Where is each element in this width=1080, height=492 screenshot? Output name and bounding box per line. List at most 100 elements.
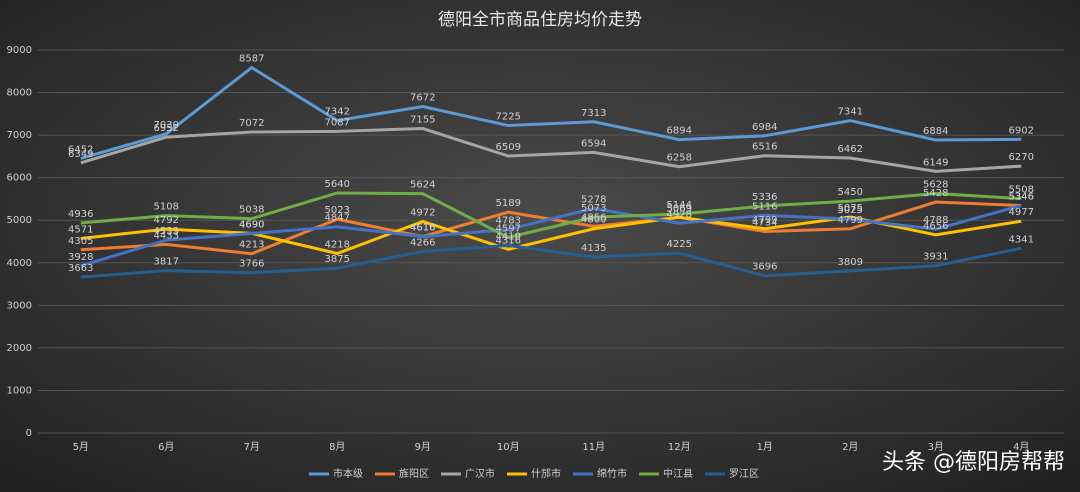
y-tick-label: 5000 bbox=[7, 215, 32, 226]
legend-label: 什邡市 bbox=[531, 467, 561, 480]
legend-label: 绵竹市 bbox=[597, 467, 627, 480]
data-label: 7342 bbox=[325, 107, 350, 118]
data-label: 6270 bbox=[1009, 152, 1034, 163]
y-tick-label: 2000 bbox=[7, 343, 32, 354]
y-tick-label: 9000 bbox=[7, 45, 32, 56]
x-tick-label: 6月 bbox=[158, 441, 174, 453]
y-tick-label: 4000 bbox=[7, 258, 32, 269]
series-line bbox=[80, 65, 1022, 160]
legend-label: 市本级 bbox=[333, 467, 363, 480]
data-label: 5624 bbox=[410, 180, 435, 191]
data-label: 5640 bbox=[325, 179, 350, 190]
data-label: 5346 bbox=[1009, 191, 1034, 202]
data-label: 6594 bbox=[581, 138, 606, 149]
data-label: 6984 bbox=[752, 122, 777, 133]
data-label: 4213 bbox=[239, 240, 264, 251]
data-label: 4977 bbox=[1009, 207, 1034, 218]
y-tick-label: 3000 bbox=[7, 300, 32, 311]
data-label: 6462 bbox=[838, 144, 863, 155]
data-label: 5073 bbox=[581, 203, 606, 214]
data-label: 4266 bbox=[410, 237, 435, 248]
data-label: 4792 bbox=[154, 215, 179, 226]
data-label: 3931 bbox=[923, 252, 948, 263]
data-label: 5346 bbox=[1009, 191, 1034, 202]
data-label: 4305 bbox=[68, 236, 93, 247]
x-tick-label: 11月 bbox=[582, 441, 605, 453]
data-label: 6258 bbox=[667, 153, 692, 164]
data-label: 3817 bbox=[154, 257, 179, 268]
data-label: 6516 bbox=[752, 142, 777, 153]
data-label: 6349 bbox=[68, 149, 93, 160]
data-label: 7341 bbox=[838, 107, 863, 118]
data-label: 6894 bbox=[667, 126, 692, 137]
data-label: 5069 bbox=[667, 203, 692, 214]
data-label: 4533 bbox=[154, 226, 179, 237]
data-label: 6952 bbox=[154, 123, 179, 134]
data-label: 4571 bbox=[68, 224, 93, 235]
data-label: 4225 bbox=[667, 239, 692, 250]
data-label: 4788 bbox=[923, 215, 948, 226]
legend-label: 旌阳区 bbox=[399, 467, 429, 480]
data-label: 3663 bbox=[68, 263, 93, 274]
data-label: 5075 bbox=[838, 203, 863, 214]
data-label: 7087 bbox=[325, 117, 350, 128]
y-tick-label: 6000 bbox=[7, 173, 32, 184]
data-label: 5278 bbox=[581, 194, 606, 205]
data-label: 3928 bbox=[68, 252, 93, 263]
data-label: 4972 bbox=[410, 207, 435, 218]
data-label: 5023 bbox=[325, 205, 350, 216]
data-label: 6902 bbox=[1009, 125, 1034, 136]
data-label: 8587 bbox=[239, 54, 264, 65]
data-label: 5450 bbox=[838, 187, 863, 198]
legend-label: 广汉市 bbox=[465, 467, 495, 480]
data-label: 5116 bbox=[752, 201, 777, 212]
data-label: 4410 bbox=[496, 231, 521, 242]
data-label: 4656 bbox=[923, 221, 948, 232]
data-label: 4316 bbox=[496, 235, 521, 246]
series-line bbox=[80, 243, 1022, 279]
x-tick-label: 4月 bbox=[1013, 441, 1029, 453]
data-label: 5189 bbox=[496, 198, 521, 209]
chart-title: 德阳全市商品住房均价走势 bbox=[438, 10, 642, 30]
data-label: 4341 bbox=[1009, 234, 1034, 245]
data-label: 4800 bbox=[581, 215, 606, 226]
data-label: 5508 bbox=[1009, 185, 1034, 196]
y-tick-label: 1000 bbox=[7, 385, 32, 396]
data-label: 4847 bbox=[325, 213, 350, 224]
data-label: 6509 bbox=[496, 142, 521, 153]
data-label: 4218 bbox=[325, 240, 350, 251]
data-label: 7672 bbox=[410, 93, 435, 104]
data-label: 4690 bbox=[239, 219, 264, 230]
x-tick-label: 10月 bbox=[497, 441, 520, 453]
data-label: 4783 bbox=[496, 215, 521, 226]
series-line bbox=[80, 204, 1022, 268]
watermark: 头条 @德阳房帮帮 bbox=[882, 450, 1065, 475]
data-label: 4928 bbox=[667, 209, 692, 220]
series-line bbox=[80, 127, 1022, 173]
y-tick-label: 8000 bbox=[7, 88, 32, 99]
data-label: 5108 bbox=[154, 202, 179, 213]
x-tick-label: 12月 bbox=[668, 441, 691, 453]
data-label: 3766 bbox=[239, 259, 264, 270]
data-label: 4799 bbox=[752, 215, 777, 226]
x-tick-label: 8月 bbox=[329, 441, 345, 453]
y-tick-label: 7000 bbox=[7, 130, 32, 141]
legend-label: 中江县 bbox=[663, 467, 693, 480]
x-tick-label: 7月 bbox=[244, 441, 260, 453]
data-label: 5069 bbox=[667, 203, 692, 214]
data-label: 6884 bbox=[923, 126, 948, 137]
x-tick-label: 3月 bbox=[928, 441, 944, 453]
legend-label: 罗江区 bbox=[729, 468, 759, 480]
x-tick-label: 5月 bbox=[73, 441, 89, 453]
data-label: 6149 bbox=[923, 157, 948, 168]
data-label: 4734 bbox=[752, 218, 777, 229]
data-label: 3875 bbox=[325, 254, 350, 265]
data-label: 5428 bbox=[923, 188, 948, 199]
data-label: 7155 bbox=[410, 115, 435, 126]
x-tick-label: 9月 bbox=[415, 441, 431, 453]
data-label: 7313 bbox=[581, 108, 606, 119]
data-label: 5025 bbox=[838, 205, 863, 216]
data-label: 4799 bbox=[838, 215, 863, 226]
data-label: 3809 bbox=[838, 257, 863, 268]
